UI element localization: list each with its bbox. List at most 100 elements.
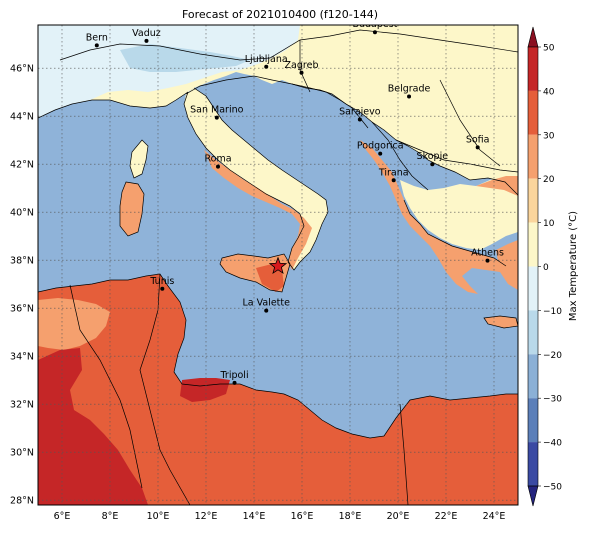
colorbar-segment: [528, 134, 538, 179]
city-dot: [378, 151, 383, 156]
colorbar-tick-label: −30: [543, 395, 562, 405]
land-italy: [184, 88, 328, 270]
colorbar-tick-label: 30: [543, 131, 555, 141]
city-dot: [430, 162, 435, 167]
city-label: Zagreb: [285, 60, 319, 71]
city-label: Tirana: [378, 167, 409, 178]
city-dot: [475, 145, 480, 150]
colorbar-segment: [528, 90, 538, 135]
graticule: [38, 25, 518, 505]
city-label: Ljubljana: [245, 54, 288, 65]
colorbar-segment: [528, 266, 538, 311]
lon-tick-label: 12°E: [195, 511, 218, 522]
city-label: Sarajevo: [339, 107, 381, 118]
city-label: Vaduz: [132, 28, 161, 39]
city-dot: [264, 64, 269, 69]
colorbar: 50 40 30 20 10 0 −10 −20 −30 −40 −50: [527, 26, 562, 507]
italy-warm-coast: [204, 150, 312, 270]
colorbar-tick-label: −50: [543, 483, 562, 493]
lat-tick-label: 34°N: [10, 352, 34, 363]
colorbar-segment: [528, 442, 538, 486]
lat-tick-label: 32°N: [10, 400, 34, 411]
colorbar-tick-label: −20: [543, 351, 562, 361]
city-label: Roma: [204, 154, 231, 165]
city-label: Bern: [86, 32, 108, 43]
greece-land: [400, 176, 518, 250]
africa-mild-patch: [38, 298, 110, 350]
colorbar-tick-label: 10: [543, 219, 555, 229]
alps-colder-area: [120, 44, 250, 72]
lon-tick-label: 22°E: [435, 511, 458, 522]
lon-tick-label: 18°E: [339, 511, 362, 522]
colorbar-extend-min: [527, 485, 539, 507]
city-dot: [391, 178, 396, 183]
colorbar-segment: [528, 178, 538, 223]
lat-tick-label: 42°N: [10, 160, 34, 171]
city-dot: [407, 94, 412, 99]
lon-tick-label: 24°E: [483, 511, 506, 522]
colorbar-segment: [528, 398, 538, 443]
city-dot: [232, 380, 237, 385]
city-label: Sofia: [466, 134, 490, 145]
colorbar-tick-label: 20: [543, 175, 555, 185]
lon-tick-label: 14°E: [243, 511, 266, 522]
colorbar-tick-label: −40: [543, 439, 562, 449]
lon-tick-label: 8°E: [102, 511, 119, 522]
latitude-axis: 46°N 44°N 42°N 40°N 38°N 36°N 34°N 32°N 30°N 28°N: [10, 64, 34, 507]
city-dot: [299, 70, 304, 75]
lon-tick-label: 16°E: [291, 511, 314, 522]
colorbar-segment: [528, 354, 538, 399]
lat-tick-label: 40°N: [10, 208, 34, 219]
city-label: Tripoli: [220, 370, 249, 381]
city-label: Tunis: [149, 276, 174, 287]
city-label: La Valette: [242, 298, 290, 309]
balkans-warm-coast: [360, 140, 506, 294]
city-label: Belgrade: [388, 84, 431, 95]
colorbar-segment: [528, 310, 538, 355]
sardinia: [120, 182, 144, 236]
colorbar-tick-label: −10: [543, 307, 562, 317]
colorbar-label: Max Temperature (°C): [568, 211, 579, 321]
map-title: Forecast of 2021010400 (f120-144): [182, 8, 378, 21]
colorbar-tick-label: 0: [543, 263, 549, 273]
city-label: Skopje: [417, 151, 449, 162]
colorbar-segment: [528, 222, 538, 267]
coastlines: [38, 83, 518, 439]
lon-tick-label: 20°E: [387, 511, 410, 522]
colorbar-tick-label: 50: [543, 44, 555, 54]
greece-warm-south: [476, 176, 518, 196]
lat-tick-label: 46°N: [10, 64, 34, 75]
city-dot: [214, 115, 219, 120]
city-dot: [372, 30, 377, 35]
city-label: San Marino: [190, 105, 243, 116]
city-dot: [160, 286, 165, 291]
sicily-hot-area: [256, 264, 284, 292]
colorbar-tick-label: 40: [543, 87, 555, 97]
city-dot: [357, 117, 362, 122]
lon-tick-label: 10°E: [147, 511, 170, 522]
city-dot: [94, 43, 99, 48]
map-frame: [37, 24, 519, 506]
land-north-africa: [38, 274, 518, 505]
longitude-axis: 6°E 8°E 10°E 12°E 14°E 16°E 18°E 20°E 22°E 24°E: [54, 511, 506, 522]
country-borders: [59, 29, 518, 505]
lat-tick-label: 38°N: [10, 256, 34, 267]
lat-tick-label: 30°N: [10, 448, 34, 459]
city-label: Athens: [471, 248, 504, 259]
star-marker: [268, 256, 288, 275]
lon-tick-label: 6°E: [54, 511, 71, 522]
lat-tick-label: 28°N: [10, 496, 34, 507]
city-label: Budapest: [352, 19, 397, 30]
city-dot: [144, 38, 149, 43]
city-label: Podgorica: [357, 141, 404, 152]
colorbar-extend-max: [527, 26, 539, 48]
city-dot: [264, 308, 269, 313]
turkey-coast: [496, 240, 518, 290]
city-dot: [485, 258, 490, 263]
lat-tick-label: 36°N: [10, 304, 34, 315]
city-dot: [216, 164, 220, 169]
colorbar-segment: [528, 47, 538, 91]
